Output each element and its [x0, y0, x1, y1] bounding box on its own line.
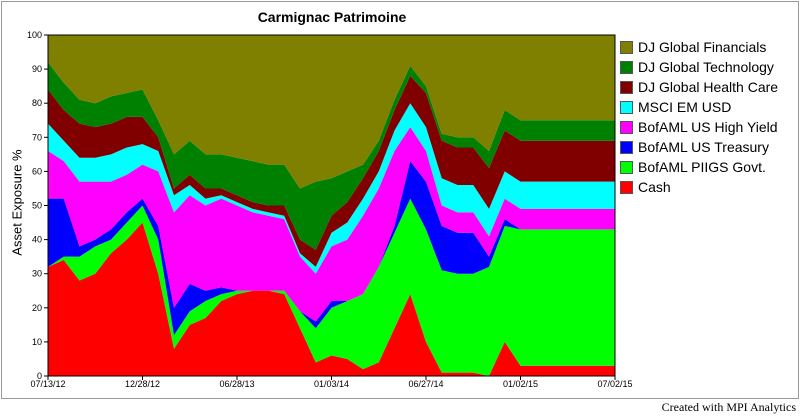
area-series-6: [48, 62, 615, 250]
area-series-0: [48, 222, 615, 376]
legend-item: BofAML US High Yield: [620, 117, 778, 137]
x-tick-label: 01/03/14: [314, 379, 349, 389]
legend-label: DJ Global Financials: [638, 39, 767, 55]
legend-swatch: [620, 60, 633, 74]
area-layers: [48, 35, 615, 376]
legend-swatch: [620, 160, 633, 174]
y-tick-label: 0: [37, 371, 42, 381]
y-tick-label: 70: [32, 132, 42, 142]
x-tick-label: 06/28/13: [219, 379, 254, 389]
legend-label: Cash: [638, 179, 671, 195]
y-tick-label: 50: [32, 201, 42, 211]
y-tick-label: 90: [32, 64, 42, 74]
area-series-2: [48, 161, 615, 336]
legend-swatch: [620, 120, 633, 134]
x-tick-label: 07/13/12: [30, 379, 65, 389]
legend-label: BofAML US High Yield: [638, 119, 778, 135]
legend-label: BofAML PIIGS Govt.: [638, 159, 766, 175]
axes: 0 10 20 30 40 50 60 70 80 90 100 07/13/12 12/28/12 06…: [27, 30, 633, 389]
area-series-5: [48, 75, 615, 267]
legend-label: MSCI EM USD: [638, 99, 732, 115]
legend-item: DJ Global Financials: [620, 37, 766, 57]
legend-swatch: [620, 80, 633, 94]
legend-label: DJ Global Health Care: [638, 79, 779, 95]
plot-border: [47, 34, 616, 377]
legend-swatch: [620, 40, 633, 54]
chart-title: Carmignac Patrimoine: [257, 9, 407, 25]
y-tick-label: 40: [32, 235, 42, 245]
legend-item: DJ Global Technology: [620, 57, 774, 77]
legend-label: BofAML US Treasury: [638, 139, 769, 155]
x-tick-label: 01/02/15: [503, 379, 538, 389]
area-series-3: [48, 127, 615, 322]
legend-item: MSCI EM USD: [620, 97, 731, 117]
legend-item: BofAML PIIGS Govt.: [620, 157, 766, 177]
legend-swatch: [620, 140, 633, 154]
legend-item: BofAML US Treasury: [620, 137, 769, 157]
y-tick-label: 100: [27, 30, 42, 40]
y-tick-label: 80: [32, 98, 42, 108]
x-tick-label: 07/02/15: [597, 379, 632, 389]
y-tick-label: 10: [32, 337, 42, 347]
legend-label: DJ Global Technology: [638, 59, 774, 75]
legend-item: Cash: [620, 177, 671, 197]
legend-swatch: [620, 100, 633, 114]
credit-text: Created with MPI Analytics: [661, 400, 796, 414]
legend-item: DJ Global Health Care: [620, 77, 778, 97]
y-tick-label: 60: [32, 166, 42, 176]
area-series-4: [48, 103, 615, 274]
y-tick-label: 20: [32, 303, 42, 313]
area-series-1: [48, 198, 615, 376]
x-tick-label: 12/28/12: [125, 379, 160, 389]
area-series-7: [48, 35, 615, 189]
x-tick-label: 06/27/14: [408, 379, 443, 389]
legend-swatch: [620, 180, 633, 194]
y-tick-label: 30: [32, 269, 42, 279]
